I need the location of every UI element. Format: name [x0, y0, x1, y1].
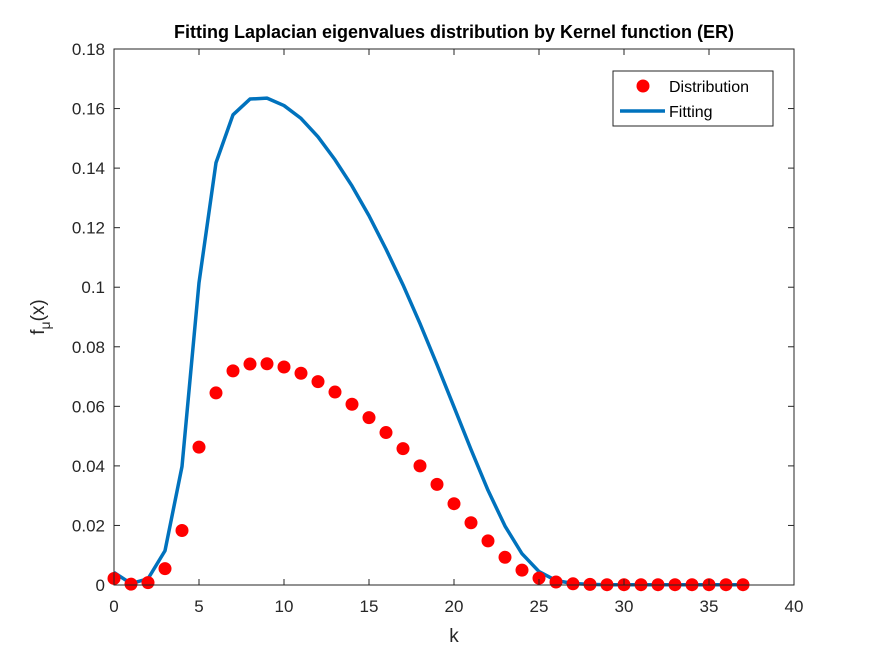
y-tick-label: 0.18	[72, 40, 105, 59]
y-tick-label: 0.1	[81, 278, 105, 297]
distribution-point	[158, 562, 172, 576]
distribution-point	[430, 477, 444, 491]
distribution-point	[549, 575, 563, 589]
x-tick-label: 15	[360, 597, 379, 616]
distribution-point	[311, 375, 325, 389]
y-tick-label: 0.14	[72, 159, 105, 178]
x-tick-label: 5	[194, 597, 203, 616]
tick-layer: 0 5 10 15 20 25 30 35 40 0 0.02 0.04 0.06 0.08 0.1 0.12…	[72, 40, 804, 616]
y-tick-label: 0.12	[72, 219, 105, 238]
series-layer	[107, 96, 750, 592]
x-tick-label: 0	[109, 597, 118, 616]
legend-label-fitting: Fitting	[669, 104, 713, 121]
y-axis-label-suffix: (x)	[28, 299, 49, 321]
distribution-point	[294, 366, 308, 380]
plot-area	[114, 49, 794, 585]
distribution-point	[124, 577, 138, 591]
legend-marker-distribution	[636, 79, 650, 93]
x-tick-label: 40	[785, 597, 804, 616]
distribution-point	[209, 386, 223, 400]
distribution-point	[192, 440, 206, 454]
y-tick-label: 0.16	[72, 100, 105, 119]
distribution-point	[413, 459, 427, 473]
x-tick-label: 10	[275, 597, 294, 616]
distribution-point	[141, 576, 155, 590]
distribution-point	[243, 357, 257, 371]
y-tick-label: 0	[96, 576, 105, 595]
distribution-point	[175, 524, 189, 538]
distribution-point	[464, 516, 478, 530]
legend: Distribution Fitting	[612, 70, 774, 127]
distribution-point	[226, 364, 240, 378]
x-axis-label: k	[449, 626, 459, 647]
y-axis-label-main: f	[28, 329, 49, 335]
y-tick-label: 0.04	[72, 457, 105, 476]
distribution-point	[345, 397, 359, 411]
distribution-point	[515, 563, 529, 577]
x-tick-label: 25	[530, 597, 549, 616]
distribution-point	[447, 497, 461, 511]
distribution-point	[328, 385, 342, 399]
chart-title: Fitting Laplacian eigenvalues distributi…	[174, 22, 734, 42]
distribution-point	[362, 411, 376, 425]
distribution-point	[277, 360, 291, 374]
y-axis-label: fμ(x)	[28, 299, 53, 335]
distribution-point	[583, 577, 597, 591]
legend-label-distribution: Distribution	[669, 79, 749, 96]
distribution-point	[498, 550, 512, 564]
x-tick-label: 35	[700, 597, 719, 616]
distribution-point	[566, 577, 580, 591]
x-tick-label: 20	[445, 597, 464, 616]
distribution-point	[396, 442, 410, 456]
distribution-point	[532, 571, 546, 585]
legend-box	[612, 70, 774, 127]
distribution-point	[481, 534, 495, 548]
y-axis-label-subscript: μ	[37, 321, 53, 329]
distribution-point	[379, 426, 393, 440]
y-tick-label: 0.08	[72, 338, 105, 357]
y-tick-label: 0.06	[72, 397, 105, 416]
y-tick-label: 0.02	[72, 516, 105, 535]
distribution-point	[260, 357, 274, 371]
x-tick-label: 30	[615, 597, 634, 616]
